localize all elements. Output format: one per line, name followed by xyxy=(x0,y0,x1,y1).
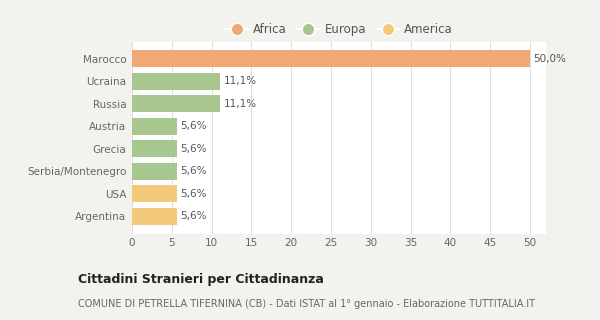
Bar xyxy=(132,50,530,67)
Text: 5,6%: 5,6% xyxy=(180,144,206,154)
Text: Cittadini Stranieri per Cittadinanza: Cittadini Stranieri per Cittadinanza xyxy=(78,273,324,286)
Text: 5,6%: 5,6% xyxy=(180,189,206,199)
Text: 5,6%: 5,6% xyxy=(180,121,206,131)
Text: 50,0%: 50,0% xyxy=(533,54,566,64)
Text: 5,6%: 5,6% xyxy=(180,212,206,221)
Text: COMUNE DI PETRELLA TIFERNINA (CB) - Dati ISTAT al 1° gennaio - Elaborazione TUTT: COMUNE DI PETRELLA TIFERNINA (CB) - Dati… xyxy=(78,299,535,309)
Bar xyxy=(132,140,176,157)
Text: 11,1%: 11,1% xyxy=(224,99,257,109)
Bar xyxy=(132,163,176,180)
Bar xyxy=(132,186,176,202)
Bar xyxy=(132,73,220,90)
Bar xyxy=(132,95,220,112)
Text: 5,6%: 5,6% xyxy=(180,166,206,176)
Legend: Africa, Europa, America: Africa, Europa, America xyxy=(220,19,458,41)
Bar xyxy=(132,118,176,135)
Text: 11,1%: 11,1% xyxy=(224,76,257,86)
Bar xyxy=(132,208,176,225)
